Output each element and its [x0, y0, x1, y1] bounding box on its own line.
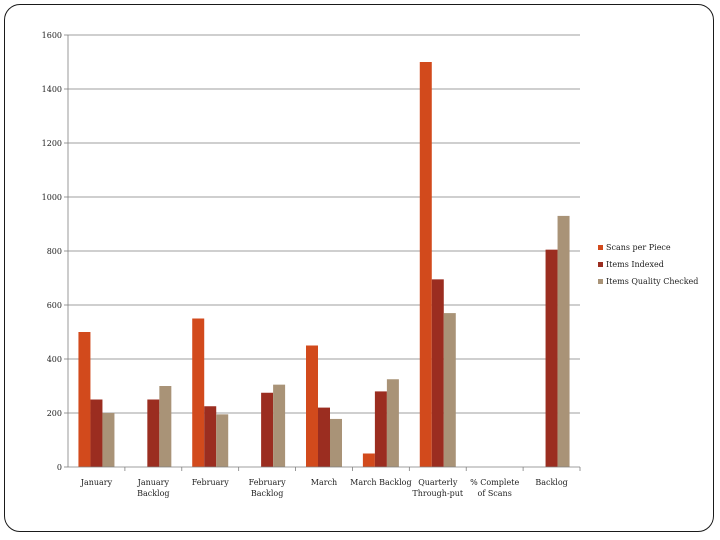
- legend-swatch: [598, 245, 603, 250]
- legend-swatch: [598, 279, 603, 284]
- slide-frame: [4, 4, 714, 532]
- bar: [545, 249, 558, 467]
- legend-entry-label: Scans per Piece: [606, 243, 671, 252]
- bar: [431, 279, 444, 467]
- x-category-label: January: [80, 478, 113, 487]
- y-tick-label: 800: [47, 247, 62, 256]
- legend: Scans per Piece Items Indexed Items Qualit…: [598, 243, 698, 286]
- bars: [78, 62, 570, 467]
- bar: [192, 318, 205, 467]
- x-category-label: % Complete of Scans: [470, 478, 519, 498]
- y-tick-labels: 0 200 400 600 800 1000 1200 1400 1600: [42, 31, 62, 472]
- y-tick-label: 1200: [42, 139, 62, 148]
- bar: [306, 345, 318, 467]
- x-category-label: March: [311, 478, 337, 487]
- y-tick-label: 600: [47, 301, 62, 310]
- gridlines: [68, 34, 580, 414]
- y-tick-label: 400: [47, 355, 62, 364]
- y-tick-label: 0: [57, 463, 62, 472]
- bar: [419, 62, 432, 467]
- x-category-label: February Backlog: [249, 478, 287, 498]
- x-category-label: Backlog: [535, 478, 567, 487]
- x-category-label: February: [192, 478, 230, 487]
- bar: [159, 386, 172, 467]
- legend-swatch: [598, 262, 603, 267]
- bar: [90, 399, 103, 467]
- y-tick-label: 1000: [42, 193, 62, 202]
- bar: [362, 453, 375, 467]
- bar: [557, 215, 570, 467]
- bar: [261, 392, 274, 467]
- x-category-labels: January January Backlog February February Bac…: [80, 478, 568, 498]
- axes: [64, 34, 581, 471]
- bar: [374, 391, 387, 467]
- x-category-label: January Backlog: [137, 478, 170, 498]
- bar: [318, 407, 330, 467]
- y-tick-label: 1600: [42, 31, 62, 40]
- bar: [330, 418, 342, 467]
- bar: [78, 332, 91, 467]
- bar: [147, 399, 160, 467]
- bar: [102, 413, 115, 467]
- x-category-label: Quarterly Through-put: [412, 478, 464, 498]
- bar: [216, 414, 229, 467]
- bar: [386, 379, 399, 467]
- legend-entry-label: Items Indexed: [606, 260, 664, 269]
- y-tick-label: 1400: [42, 85, 62, 94]
- legend-entry-label: Items Quality Checked: [606, 277, 698, 286]
- y-tick-label: 200: [47, 409, 62, 418]
- bar: [443, 313, 456, 467]
- bar: [204, 406, 217, 467]
- bar: [273, 384, 286, 467]
- x-category-label: March Backlog: [350, 478, 411, 487]
